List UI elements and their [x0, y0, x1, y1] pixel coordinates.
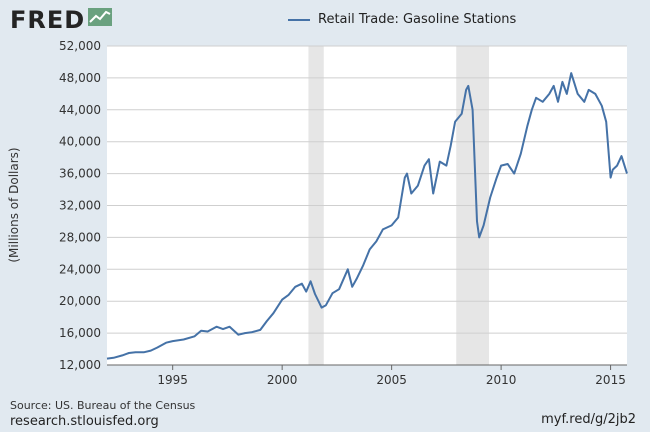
short-link[interactable]: myf.red/g/2jb2	[541, 412, 636, 427]
y-tick-label: 40,000	[59, 135, 101, 149]
y-tick-label: 48,000	[59, 71, 101, 85]
x-tick-label: 2015	[595, 373, 626, 387]
x-tick-label: 2000	[267, 373, 298, 387]
x-tick-label: 1995	[157, 373, 188, 387]
y-tick-label: 24,000	[59, 262, 101, 276]
y-tick-label: 12,000	[59, 358, 101, 372]
series-line-0	[106, 72, 628, 360]
fred-logo[interactable]: FRED	[10, 6, 86, 34]
y-tick-label: 32,000	[59, 199, 101, 213]
research-link[interactable]: research.stlouisfed.org	[10, 414, 159, 429]
y-tick-label: 28,000	[59, 230, 101, 244]
x-tick-label: 2005	[376, 373, 407, 387]
fred-chart-icon	[88, 8, 112, 26]
y-tick-label: 52,000	[59, 39, 101, 53]
x-tick-label: 2010	[486, 373, 517, 387]
source-note: Source: US. Bureau of the Census	[10, 399, 196, 412]
y-tick-label: 36,000	[59, 167, 101, 181]
chart-legend: Retail Trade: Gasoline Stations	[288, 12, 516, 27]
y-tick-label: 44,000	[59, 103, 101, 117]
y-tick-label: 20,000	[59, 294, 101, 308]
legend-label: Retail Trade: Gasoline Stations	[318, 12, 517, 27]
y-tick-label: 16,000	[59, 326, 101, 340]
legend-swatch	[288, 18, 310, 21]
